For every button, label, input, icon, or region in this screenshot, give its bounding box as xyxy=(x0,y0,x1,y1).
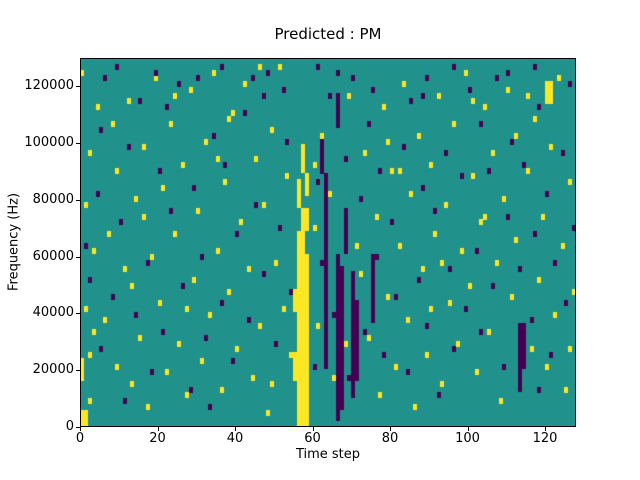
x-tick-mark xyxy=(467,427,469,431)
y-tick-mark xyxy=(76,199,80,201)
y-tick-label: 80000 xyxy=(32,191,74,207)
y-axis-label: Frequency (Hz) xyxy=(6,192,22,292)
x-tick-label: 120 xyxy=(532,431,558,446)
y-tick-label: 40000 xyxy=(32,305,74,321)
x-tick-label: 80 xyxy=(381,431,399,446)
heatmap-canvas xyxy=(80,58,576,427)
x-tick-mark xyxy=(390,427,391,431)
x-tick-mark xyxy=(80,427,81,431)
y-tick-label: 0 xyxy=(65,419,74,434)
y-tick-mark xyxy=(76,370,80,372)
x-tick-mark xyxy=(157,427,159,431)
x-tick-label: 40 xyxy=(226,431,244,446)
x-tick-label: 60 xyxy=(304,431,321,446)
y-tick-mark xyxy=(76,313,80,315)
y-tick-mark xyxy=(76,86,80,88)
x-tick-label: 20 xyxy=(149,431,166,446)
x-tick-mark xyxy=(235,427,236,431)
plot-title: Predicted : PM xyxy=(274,25,382,43)
y-tick-mark xyxy=(76,143,80,145)
x-tick-mark xyxy=(545,427,546,431)
y-tick-label: 20000 xyxy=(32,362,74,378)
x-axis-label: Time step xyxy=(295,447,361,462)
x-tick-mark xyxy=(312,427,314,431)
x-tick-label: 100 xyxy=(455,431,480,446)
y-tick-label: 60000 xyxy=(32,248,74,264)
y-tick-label: 100000 xyxy=(24,135,74,151)
y-tick-mark xyxy=(76,427,80,428)
y-tick-label: 120000 xyxy=(24,78,74,94)
x-tick-label: 0 xyxy=(75,431,85,446)
y-tick-mark xyxy=(76,256,80,258)
